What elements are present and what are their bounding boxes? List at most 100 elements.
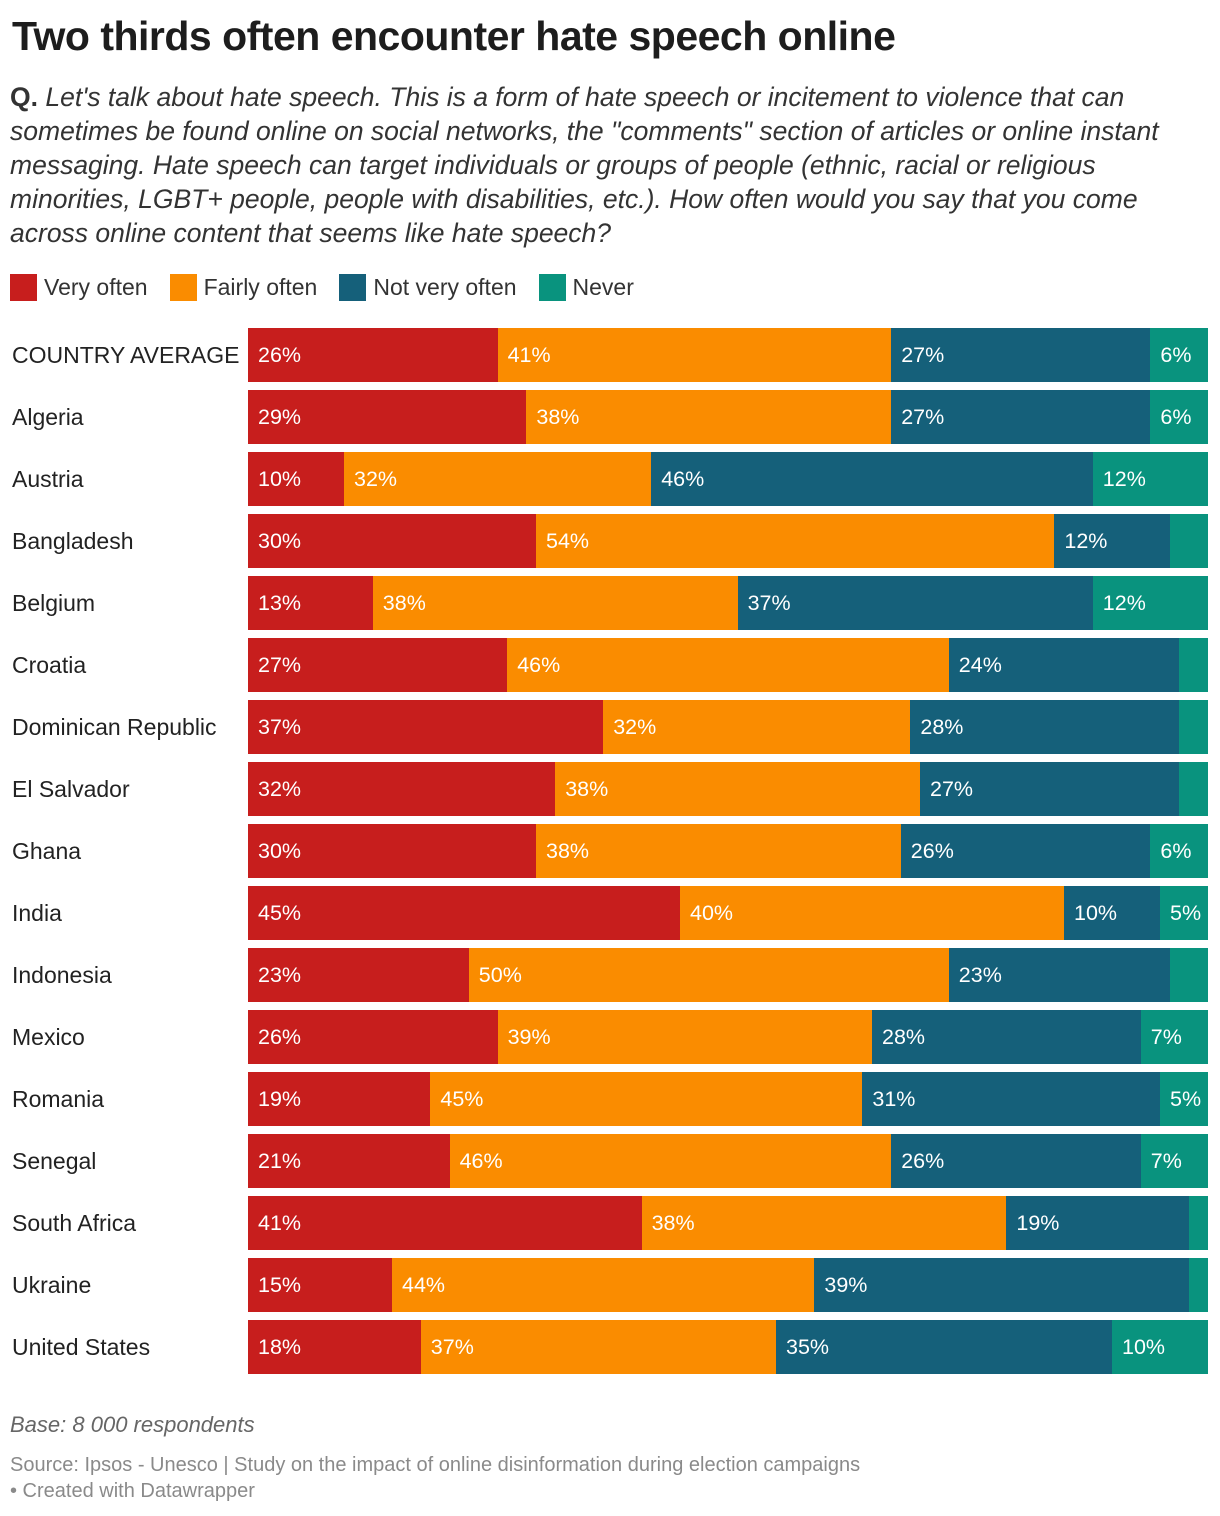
data-label: 38% xyxy=(382,591,426,615)
data-label: 6% xyxy=(1160,839,1192,863)
data-label: 39% xyxy=(507,1025,551,1049)
bar-row-united-states: United States 18% 37% 35% 10% xyxy=(0,1320,1220,1374)
question-prefix: Q. xyxy=(10,82,38,112)
bar-row-bangladesh: Bangladesh 30% 54% 12% xyxy=(0,514,1220,568)
bar-segment-fairly-often: 39% xyxy=(497,1010,872,1064)
data-label: 30% xyxy=(258,839,302,863)
data-label: 26% xyxy=(910,839,954,863)
bar-track: 30% 54% 12% xyxy=(248,514,1208,568)
category-label: Ghana xyxy=(12,838,82,864)
bar-row-senegal: Senegal 21% 46% 26% 7% xyxy=(0,1134,1220,1188)
bar-segment-never: 7% xyxy=(1140,1134,1208,1188)
data-label: 29% xyxy=(258,405,302,429)
bar-segment-not-very-often: 28% xyxy=(871,1010,1141,1064)
data-label: 6% xyxy=(1160,405,1192,429)
bar-row-mexico: Mexico 26% 39% 28% 7% xyxy=(0,1010,1220,1064)
bar-segment-very-often: 30% xyxy=(248,514,536,568)
legend-swatch xyxy=(339,273,367,301)
legend-item-very-often: Very often xyxy=(10,273,148,301)
chart-title: Two thirds often encounter hate speech o… xyxy=(12,13,896,59)
chart-subtitle: Q. Let's talk about hate speech. This is… xyxy=(10,80,1212,250)
bar-track: 29% 38% 27% 6% xyxy=(248,390,1208,444)
bar-segment-not-very-often: 12% xyxy=(1054,514,1170,568)
legend-item-fairly-often: Fairly often xyxy=(169,273,318,301)
bar-segment-not-very-often: 24% xyxy=(948,638,1180,692)
bar-segment-fairly-often: 54% xyxy=(536,514,1055,568)
credit-text: • Created with Datawrapper xyxy=(10,1480,255,1502)
data-label: 27% xyxy=(258,653,302,677)
data-label: 40% xyxy=(690,901,734,925)
bar-segment-fairly-often: 44% xyxy=(392,1258,815,1312)
data-label: 5% xyxy=(1170,901,1202,925)
data-label: 37% xyxy=(747,591,791,615)
bar-segment-not-very-often: 23% xyxy=(948,948,1170,1002)
data-label: 28% xyxy=(920,715,964,739)
bar-segment-fairly-often: 50% xyxy=(468,948,949,1002)
category-label: Croatia xyxy=(12,652,87,678)
data-label: 32% xyxy=(613,715,657,739)
bar-segment-never xyxy=(1188,1258,1208,1312)
bar-segment-not-very-often: 19% xyxy=(1006,1196,1189,1250)
bar-segment-fairly-often: 38% xyxy=(526,390,892,444)
data-label: 46% xyxy=(661,467,705,491)
data-label: 37% xyxy=(258,715,302,739)
bar-segment-not-very-often: 46% xyxy=(651,452,1093,506)
bar-segment-very-often: 10% xyxy=(248,452,344,506)
bar-row-austria: Austria 10% 32% 46% 12% xyxy=(0,452,1220,506)
legend-label: Never xyxy=(572,273,634,300)
bar-segment-fairly-often: 37% xyxy=(420,1320,776,1374)
category-label: India xyxy=(12,900,62,926)
legend-label: Fairly often xyxy=(203,273,318,300)
bar-row-country-average: COUNTRY AVERAGE 26% 41% 27% 6% xyxy=(0,328,1220,382)
category-label: Mexico xyxy=(12,1024,85,1050)
bar-segment-fairly-often: 46% xyxy=(507,638,949,692)
bar-segment-very-often: 32% xyxy=(248,762,556,816)
bar-segment-never xyxy=(1179,700,1208,754)
bar-track: 21% 46% 26% 7% xyxy=(248,1134,1208,1188)
bar-track: 19% 45% 31% 5% xyxy=(248,1072,1208,1126)
bar-segment-very-often: 26% xyxy=(248,1010,498,1064)
data-label: 13% xyxy=(258,591,302,615)
category-label: United States xyxy=(12,1334,151,1360)
data-label: 7% xyxy=(1150,1149,1182,1173)
bar-segment-very-often: 26% xyxy=(248,328,498,382)
bar-segment-never xyxy=(1169,514,1208,568)
bar-segment-very-often: 13% xyxy=(248,576,373,630)
data-label: 19% xyxy=(258,1087,302,1111)
data-label: 28% xyxy=(881,1025,926,1049)
bar-segment-never xyxy=(1188,1196,1208,1250)
bar-track: 30% 38% 26% 6% xyxy=(248,824,1208,878)
data-label: 27% xyxy=(901,405,945,429)
bar-segment-very-often: 15% xyxy=(248,1258,392,1312)
bar-track: 15% 44% 39% xyxy=(248,1258,1208,1312)
bar-segment-fairly-often: 38% xyxy=(536,824,901,878)
bar-row-el-salvador: El Salvador 32% 38% 27% xyxy=(0,762,1220,816)
bar-segment-never: 6% xyxy=(1150,390,1208,444)
bar-segment-not-very-often: 26% xyxy=(891,1134,1141,1188)
data-label: 15% xyxy=(258,1273,302,1297)
data-label: 7% xyxy=(1150,1025,1182,1049)
category-label: Romania xyxy=(12,1086,105,1112)
category-label: COUNTRY AVERAGE xyxy=(12,342,240,368)
data-label: 38% xyxy=(546,839,590,863)
data-label: 19% xyxy=(1016,1211,1060,1235)
data-label: 12% xyxy=(1064,529,1108,553)
bar-track: 26% 39% 28% 7% xyxy=(248,1010,1208,1064)
bar-segment-not-very-often: 27% xyxy=(919,762,1180,816)
chart-source: Source: Ipsos - Unesco | Study on the im… xyxy=(10,1452,1010,1504)
data-label: 32% xyxy=(354,467,398,491)
legend-item-not-very-often: Not very often xyxy=(339,273,517,301)
data-label: 45% xyxy=(258,901,302,925)
bar-row-ukraine: Ukraine 15% 44% 39% xyxy=(0,1258,1220,1312)
data-label: 27% xyxy=(929,777,974,801)
bar-segment-not-very-often: 28% xyxy=(910,700,1180,754)
legend-swatch xyxy=(10,273,37,301)
bar-track: 37% 32% 28% xyxy=(248,700,1208,754)
bar-track: 23% 50% 23% xyxy=(248,948,1208,1002)
data-label: 26% xyxy=(258,1025,302,1049)
bar-segment-fairly-often: 32% xyxy=(603,700,911,754)
data-label: 46% xyxy=(459,1149,503,1173)
bar-segment-not-very-often: 37% xyxy=(737,576,1093,630)
category-label: Senegal xyxy=(12,1148,97,1174)
bar-segment-not-very-often: 27% xyxy=(891,390,1151,444)
